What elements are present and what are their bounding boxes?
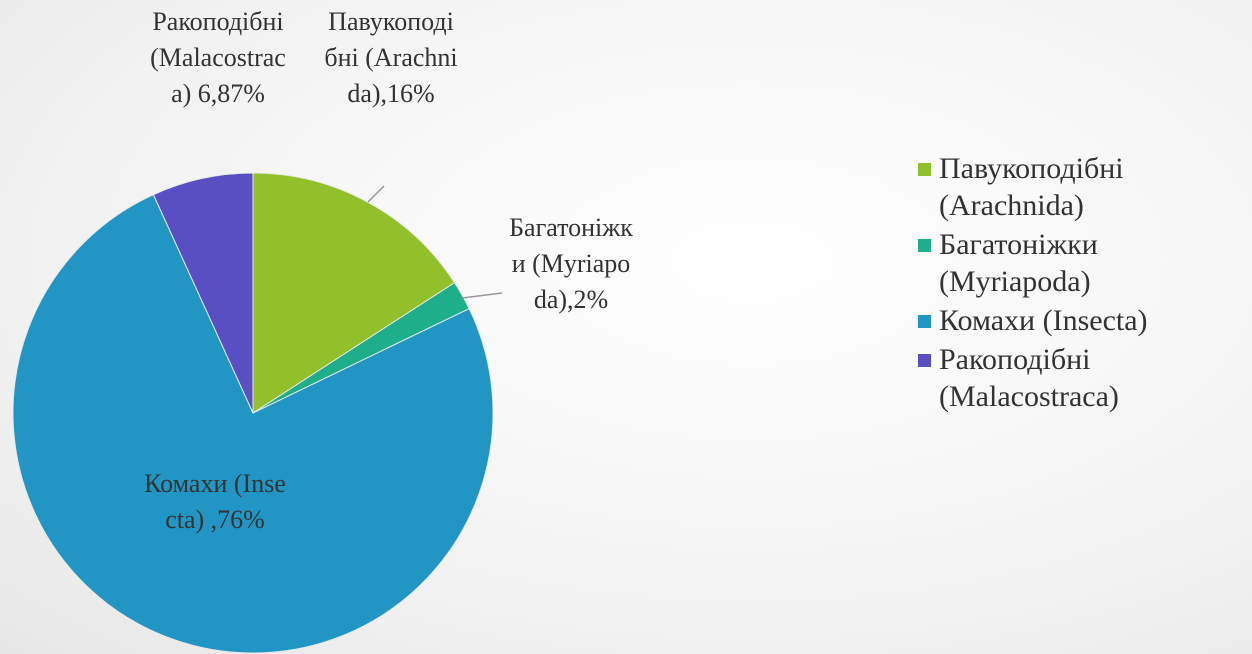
legend-label: Ракоподібні (Malacostraca) (939, 343, 1119, 413)
data-label: Багатоніжки (Myriapoda),2% (509, 213, 633, 314)
legend-swatch (918, 239, 931, 252)
legend-label: Павукоподібні (Arachnida) (939, 152, 1124, 222)
leader-line (461, 292, 503, 299)
legend-item: Багатоніжки (Myriapoda) (918, 226, 1248, 300)
pie-slice (12, 193, 494, 654)
legend-swatch (918, 315, 931, 328)
legend-item: Павукоподібні (Arachnida) (918, 150, 1248, 224)
data-label: Павукоподібні (Arachnida),16% (324, 7, 458, 108)
legend-swatch (918, 163, 931, 176)
pie-slice (252, 172, 456, 414)
leader-line (367, 185, 385, 203)
legend-label: Багатоніжки (Myriapoda) (939, 228, 1098, 298)
pie-slice (152, 172, 254, 414)
legend-item: Ракоподібні (Malacostraca) (918, 341, 1248, 415)
legend-label: Комахи (Insecta) (939, 304, 1148, 337)
data-label: Ракоподібні (Malacostraca) 6,87% (150, 7, 286, 108)
data-label: Комахи (Insecta) ,76% (144, 469, 286, 534)
legend-swatch (918, 354, 931, 367)
legend: Павукоподібні (Arachnida) Багатоніжки (My… (918, 150, 1248, 417)
legend-item: Комахи (Insecta) (918, 302, 1248, 339)
